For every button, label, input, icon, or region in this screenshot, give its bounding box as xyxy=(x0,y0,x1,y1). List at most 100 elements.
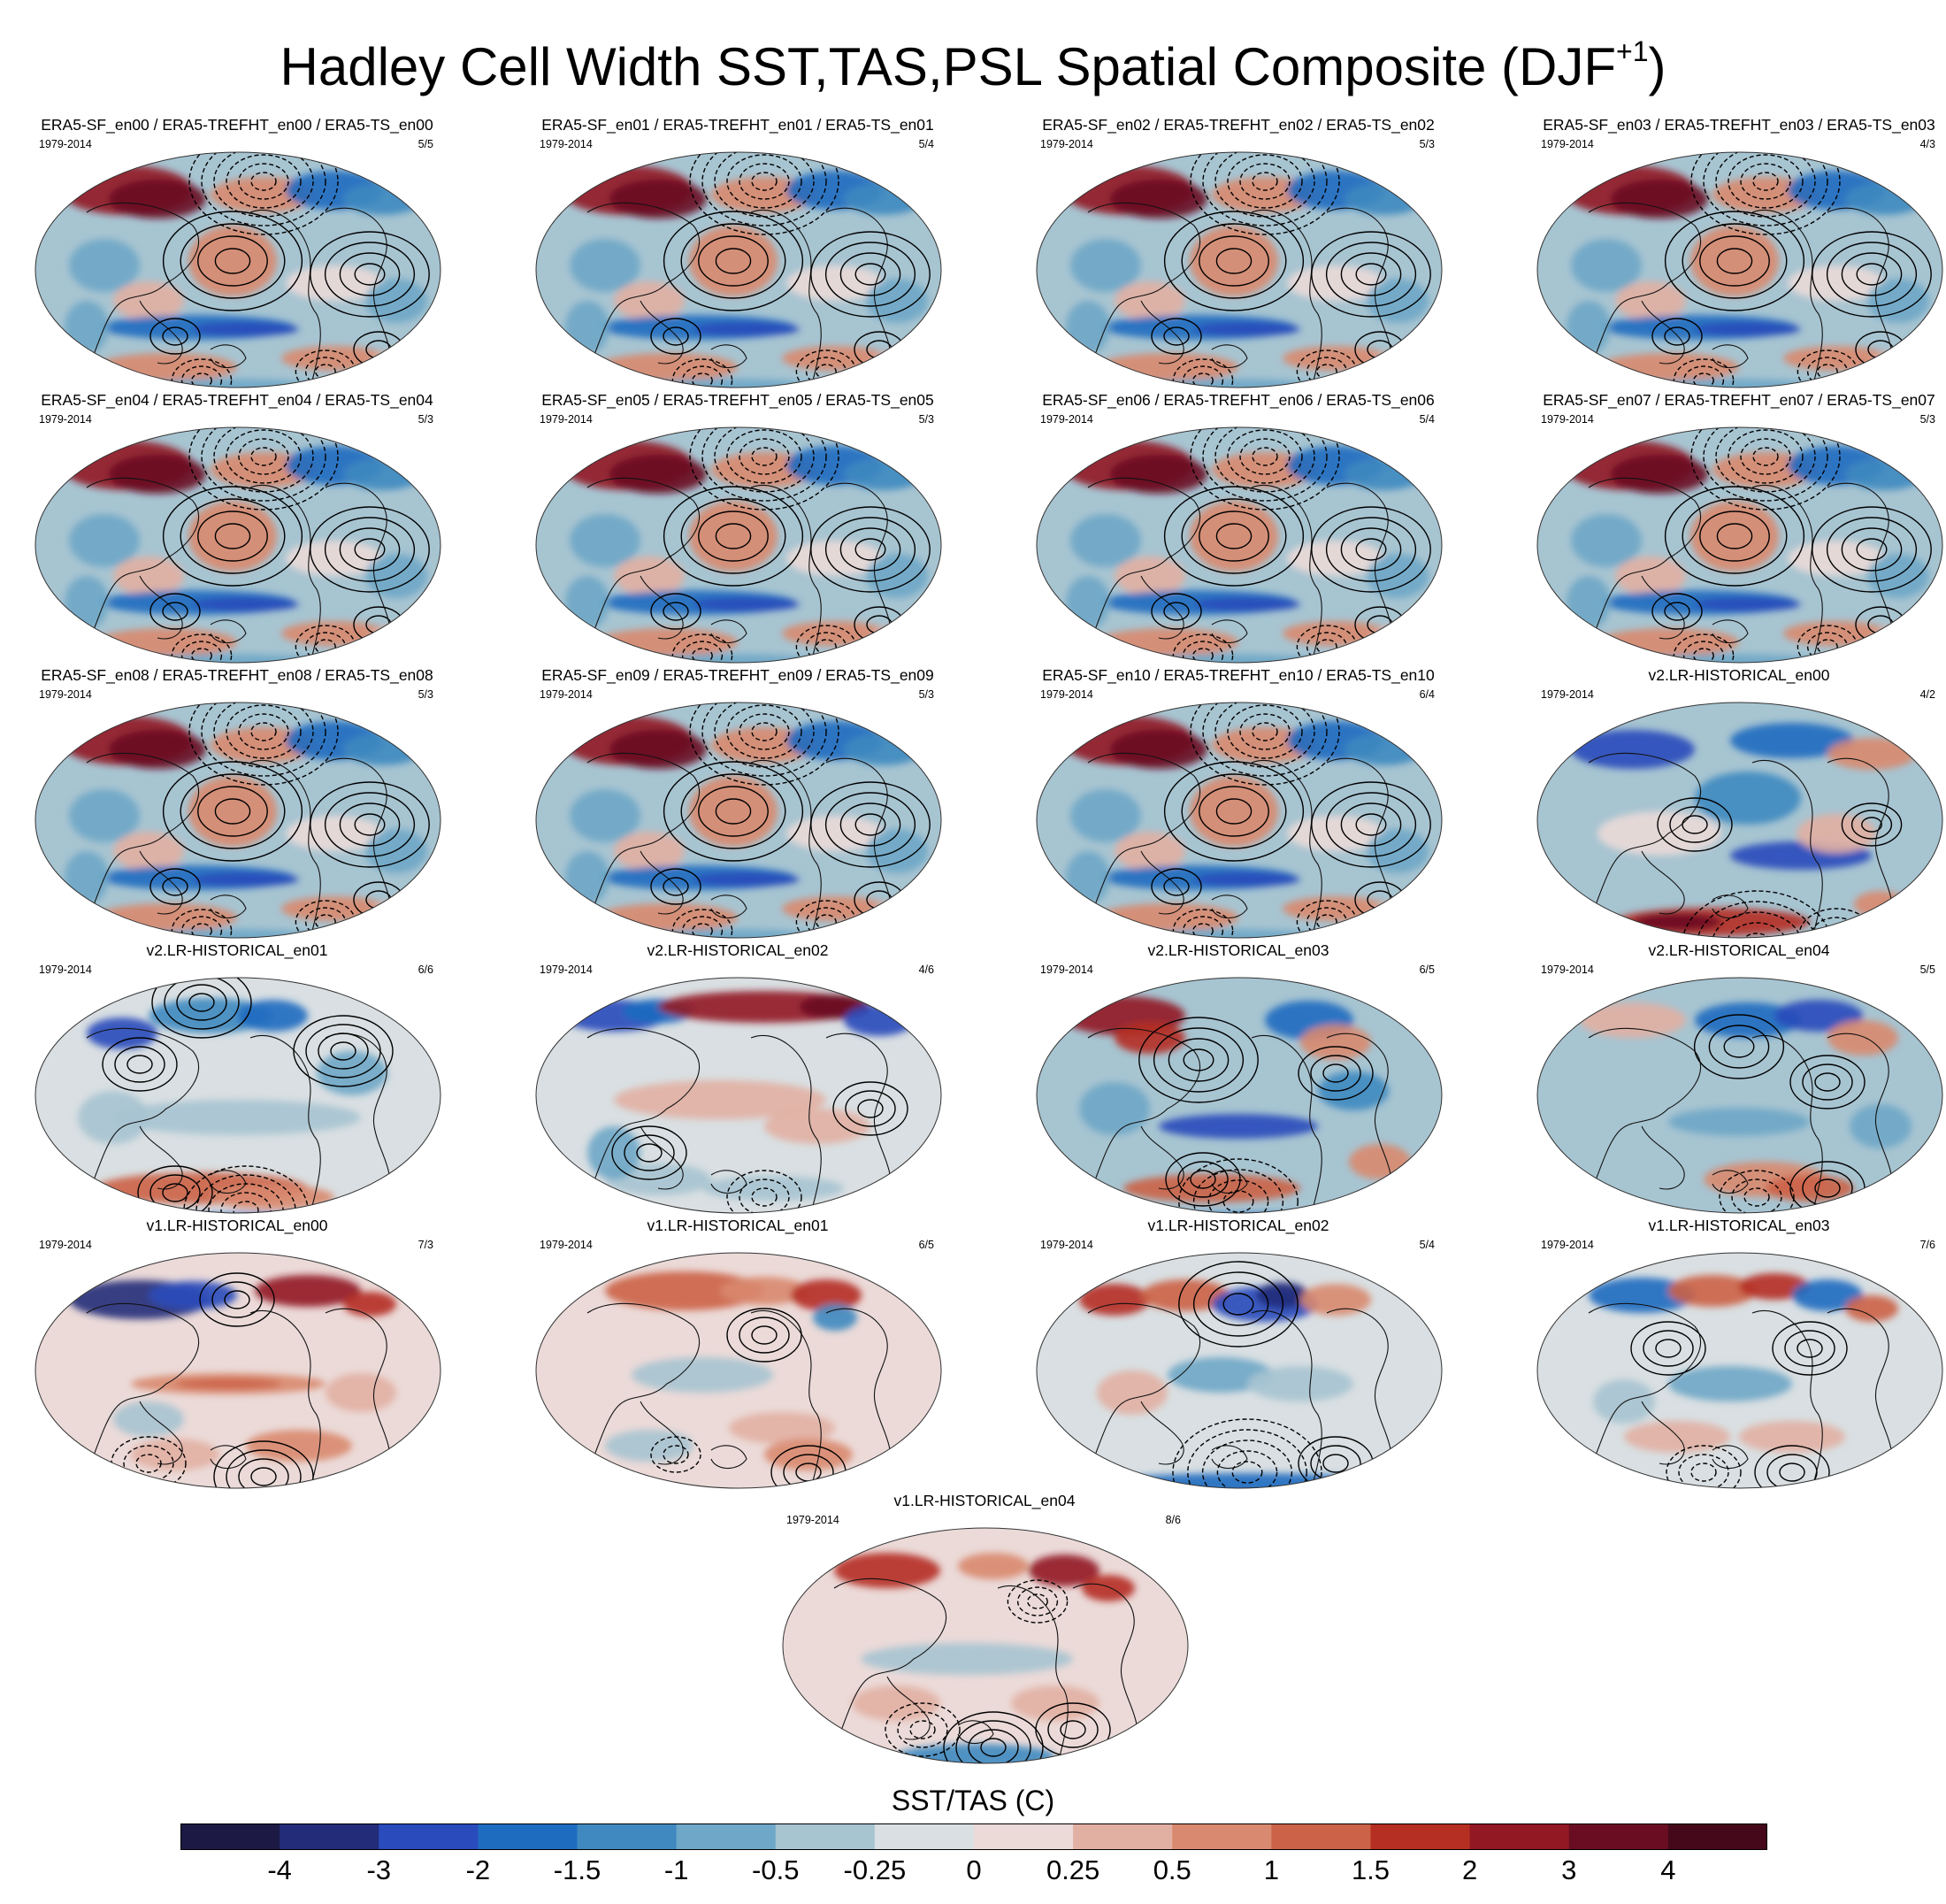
map-outline xyxy=(535,151,942,388)
coastline xyxy=(750,759,822,932)
anomaly-patch xyxy=(188,501,277,572)
psl-contour xyxy=(1340,252,1402,296)
psl-contour xyxy=(1163,602,1190,621)
anomaly-patch xyxy=(1300,1025,1371,1060)
panel-title: v2.LR-HISTORICAL_en00 xyxy=(1648,666,1830,684)
anomaly-patch xyxy=(1611,180,1708,219)
psl-contour xyxy=(211,1281,263,1318)
psl-contour xyxy=(1669,806,1720,843)
coastline xyxy=(1751,759,1823,932)
psl-contour xyxy=(1190,702,1340,786)
psl-contour xyxy=(1199,511,1269,562)
psl-contour xyxy=(1216,1450,1278,1488)
coastline xyxy=(139,575,183,640)
psl-contour xyxy=(162,1183,188,1202)
map-outline xyxy=(535,977,942,1214)
panel-title: v1.LR-HISTORICAL_en01 xyxy=(647,1217,829,1234)
coastline xyxy=(1641,1401,1685,1465)
anomaly-patch xyxy=(861,1643,1073,1675)
coastline xyxy=(1712,1445,1749,1470)
anomaly-patch xyxy=(113,281,184,320)
anomaly-patch xyxy=(1110,730,1207,769)
anomaly-patch xyxy=(1300,1284,1371,1316)
coastline xyxy=(1827,757,1893,923)
panel-ratio: 5/5 xyxy=(1919,964,1935,976)
anomaly-patch xyxy=(605,1271,764,1310)
anomaly-patch xyxy=(109,180,206,219)
psl-contour xyxy=(1856,263,1888,286)
anomaly-patch xyxy=(96,1213,414,1215)
psl-contour xyxy=(1181,223,1287,299)
anomaly-patch xyxy=(565,851,609,904)
psl-contour xyxy=(191,372,212,388)
map-plot xyxy=(34,977,441,1215)
psl-contour xyxy=(1138,1017,1259,1103)
coastline xyxy=(640,1401,684,1465)
psl-contour xyxy=(751,722,778,741)
psl-contour xyxy=(810,781,931,868)
anomaly-patch xyxy=(689,776,778,847)
psl-contour xyxy=(1779,1463,1805,1482)
psl-contour xyxy=(188,427,339,511)
psl-contour xyxy=(1728,154,1804,209)
coastline xyxy=(249,1034,321,1207)
psl-contour xyxy=(233,1201,259,1213)
psl-contour xyxy=(171,358,233,388)
psl-contour xyxy=(214,798,251,825)
anomaly-patch xyxy=(193,597,299,611)
psl-contour xyxy=(226,429,302,484)
anomaly-patch xyxy=(1110,455,1207,494)
coastline xyxy=(825,1033,892,1198)
psl-contour xyxy=(1215,523,1253,549)
psl-contour xyxy=(1754,1445,1830,1488)
psl-contour xyxy=(1789,1055,1866,1109)
anomaly-patch xyxy=(870,901,923,925)
coastline xyxy=(86,1027,200,1198)
psl-contour xyxy=(199,1272,275,1327)
anomaly-patch xyxy=(1066,576,1110,629)
panel-ratio: 5/5 xyxy=(418,138,433,150)
psl-contour xyxy=(1215,798,1253,825)
anomaly-patch xyxy=(1593,1379,1655,1424)
psl-contour xyxy=(1151,318,1202,355)
anomaly-patch xyxy=(1695,597,1801,611)
panel-years: 1979-2014 xyxy=(39,688,92,701)
psl-contour xyxy=(698,235,769,287)
psl-contour xyxy=(1678,1454,1729,1488)
psl-contour xyxy=(715,248,752,274)
psl-contour xyxy=(310,506,430,593)
coastline xyxy=(1251,1034,1322,1207)
coastline xyxy=(1087,1027,1201,1198)
psl-contour xyxy=(1682,365,1725,388)
psl-contour xyxy=(1178,1158,1299,1213)
anomaly-patch xyxy=(370,626,423,650)
coastline xyxy=(1326,1033,1392,1198)
psl-contour xyxy=(1690,152,1841,235)
anomaly-patch xyxy=(113,1401,184,1437)
panel-ratio: 6/4 xyxy=(1419,688,1435,701)
anomaly-patch xyxy=(1567,576,1611,629)
anomaly-patch xyxy=(1141,1279,1230,1311)
psl-contour xyxy=(663,486,804,587)
psl-contour xyxy=(692,372,713,388)
psl-contour xyxy=(739,163,790,200)
psl-contour xyxy=(726,154,802,209)
psl-contour xyxy=(1814,1178,1841,1198)
psl-contour xyxy=(1222,1293,1254,1316)
colorbar-tick-label: -3 xyxy=(366,1854,392,1885)
panel-title: ERA5-SF_en01 / ERA5-TREFHT_en01 / ERA5-T… xyxy=(541,116,934,134)
coastline xyxy=(249,484,321,656)
anomaly-patch xyxy=(1070,239,1141,292)
psl-contour xyxy=(671,909,733,938)
map-plot xyxy=(535,151,942,388)
psl-contour xyxy=(315,914,336,930)
map-plot xyxy=(34,1252,441,1489)
anomaly-patch xyxy=(1597,628,1739,656)
coastline xyxy=(139,300,183,365)
coastline xyxy=(1641,850,1685,915)
psl-contour xyxy=(1693,648,1714,663)
anomaly-patch xyxy=(614,557,685,595)
psl-contour xyxy=(310,231,430,318)
anomaly-patch xyxy=(317,1051,387,1095)
anomaly-patch xyxy=(1872,350,1925,375)
